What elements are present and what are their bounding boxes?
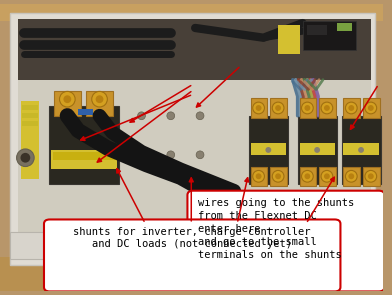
Bar: [299, 167, 316, 186]
Circle shape: [138, 112, 145, 120]
Bar: [343, 98, 360, 118]
Circle shape: [348, 173, 354, 179]
Bar: [0, 257, 383, 291]
Circle shape: [167, 112, 175, 120]
Circle shape: [256, 105, 261, 111]
FancyBboxPatch shape: [187, 191, 385, 291]
Bar: [53, 152, 115, 160]
Bar: [86, 91, 113, 116]
Bar: [0, 4, 383, 21]
Circle shape: [321, 171, 333, 182]
Circle shape: [265, 147, 271, 153]
Bar: [337, 23, 352, 31]
Bar: [251, 143, 286, 155]
Circle shape: [345, 171, 357, 182]
Circle shape: [358, 147, 364, 153]
Bar: [303, 21, 356, 50]
Circle shape: [324, 105, 330, 111]
Circle shape: [96, 95, 103, 103]
Bar: [278, 25, 299, 54]
Bar: [319, 98, 336, 118]
Circle shape: [345, 102, 357, 114]
Bar: [251, 167, 267, 186]
Circle shape: [275, 173, 281, 179]
Bar: [341, 116, 381, 184]
Bar: [10, 232, 375, 259]
Bar: [54, 91, 81, 116]
Circle shape: [253, 171, 265, 182]
Circle shape: [324, 173, 330, 179]
Circle shape: [60, 91, 75, 107]
Bar: [298, 116, 337, 184]
Bar: [363, 167, 379, 186]
Text: shunts for inverter, charge controller
and DC loads (not connected yet): shunts for inverter, charge controller a…: [73, 227, 311, 250]
Circle shape: [20, 153, 30, 163]
Circle shape: [365, 171, 377, 182]
Bar: [249, 116, 288, 184]
Bar: [343, 143, 379, 155]
FancyBboxPatch shape: [44, 219, 340, 291]
Bar: [343, 167, 360, 186]
Bar: [22, 121, 38, 126]
Bar: [270, 167, 287, 186]
Circle shape: [272, 102, 284, 114]
Circle shape: [275, 105, 281, 111]
Circle shape: [92, 91, 107, 107]
Bar: [270, 98, 287, 118]
Circle shape: [64, 95, 71, 103]
Circle shape: [272, 171, 284, 182]
Circle shape: [314, 147, 320, 153]
Bar: [18, 80, 371, 232]
Bar: [18, 19, 371, 232]
Circle shape: [301, 171, 313, 182]
Text: wires going to the shunts
from the Flexnet DC
enter here —
and go to the small
t: wires going to the shunts from the Flexn…: [198, 199, 354, 260]
Circle shape: [253, 102, 265, 114]
Circle shape: [365, 102, 377, 114]
Bar: [22, 105, 38, 110]
Bar: [10, 13, 375, 265]
Bar: [78, 109, 93, 115]
Bar: [22, 101, 39, 179]
Circle shape: [368, 105, 374, 111]
Circle shape: [301, 102, 313, 114]
Bar: [251, 98, 267, 118]
Circle shape: [16, 149, 34, 167]
Circle shape: [368, 173, 374, 179]
Bar: [18, 19, 371, 80]
Bar: [363, 98, 379, 118]
Circle shape: [305, 105, 310, 111]
Circle shape: [305, 173, 310, 179]
Bar: [307, 25, 327, 35]
Circle shape: [321, 102, 333, 114]
Circle shape: [348, 105, 354, 111]
Circle shape: [196, 112, 204, 120]
Circle shape: [167, 151, 175, 159]
Circle shape: [196, 151, 204, 159]
Bar: [22, 113, 38, 118]
Bar: [176, 242, 254, 250]
Bar: [299, 98, 316, 118]
Circle shape: [256, 173, 261, 179]
Bar: [299, 143, 335, 155]
Bar: [49, 106, 119, 184]
Circle shape: [138, 151, 145, 159]
Bar: [319, 167, 336, 186]
Bar: [51, 150, 117, 169]
